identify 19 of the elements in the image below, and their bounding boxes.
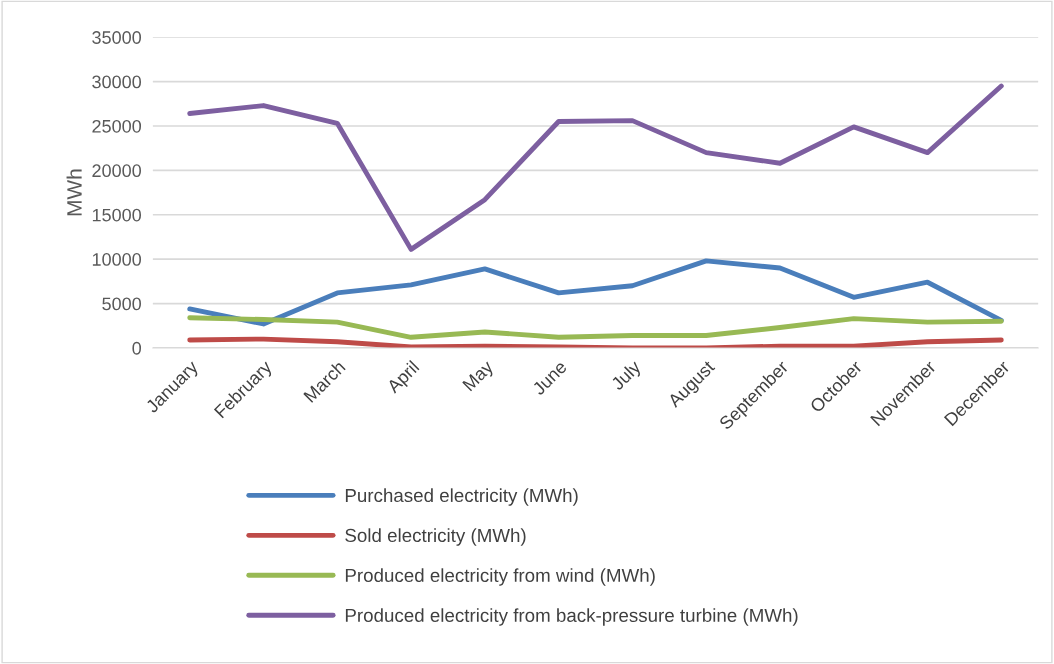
legend-label: Produced electricity from back-pressure turbine (MWh) <box>345 608 798 626</box>
legend-label: Produced electricity from wind (MWh) <box>345 568 655 586</box>
y-tick-label: 0 <box>132 341 142 355</box>
y-tick-label: 35000 <box>92 31 142 44</box>
line-series <box>187 336 1004 348</box>
line-series <box>187 315 1004 340</box>
legend-label: Purchased electricity (MWh) <box>345 488 578 506</box>
legend-label: Sold electricity (MWh) <box>345 528 526 546</box>
x-tick-label: July <box>609 359 645 394</box>
y-tick-label: 5000 <box>102 297 142 311</box>
y-tick-label: 25000 <box>92 119 142 133</box>
y-tick-label: 30000 <box>92 75 142 89</box>
y-tick-label: 15000 <box>92 208 142 222</box>
y-tick-label: 10000 <box>92 253 142 266</box>
y-axis-title: MWh <box>66 169 82 216</box>
line-series <box>187 83 1004 252</box>
x-tick-label: May <box>462 359 497 395</box>
y-tick-label: 20000 <box>92 164 142 178</box>
line-series <box>187 258 1004 327</box>
